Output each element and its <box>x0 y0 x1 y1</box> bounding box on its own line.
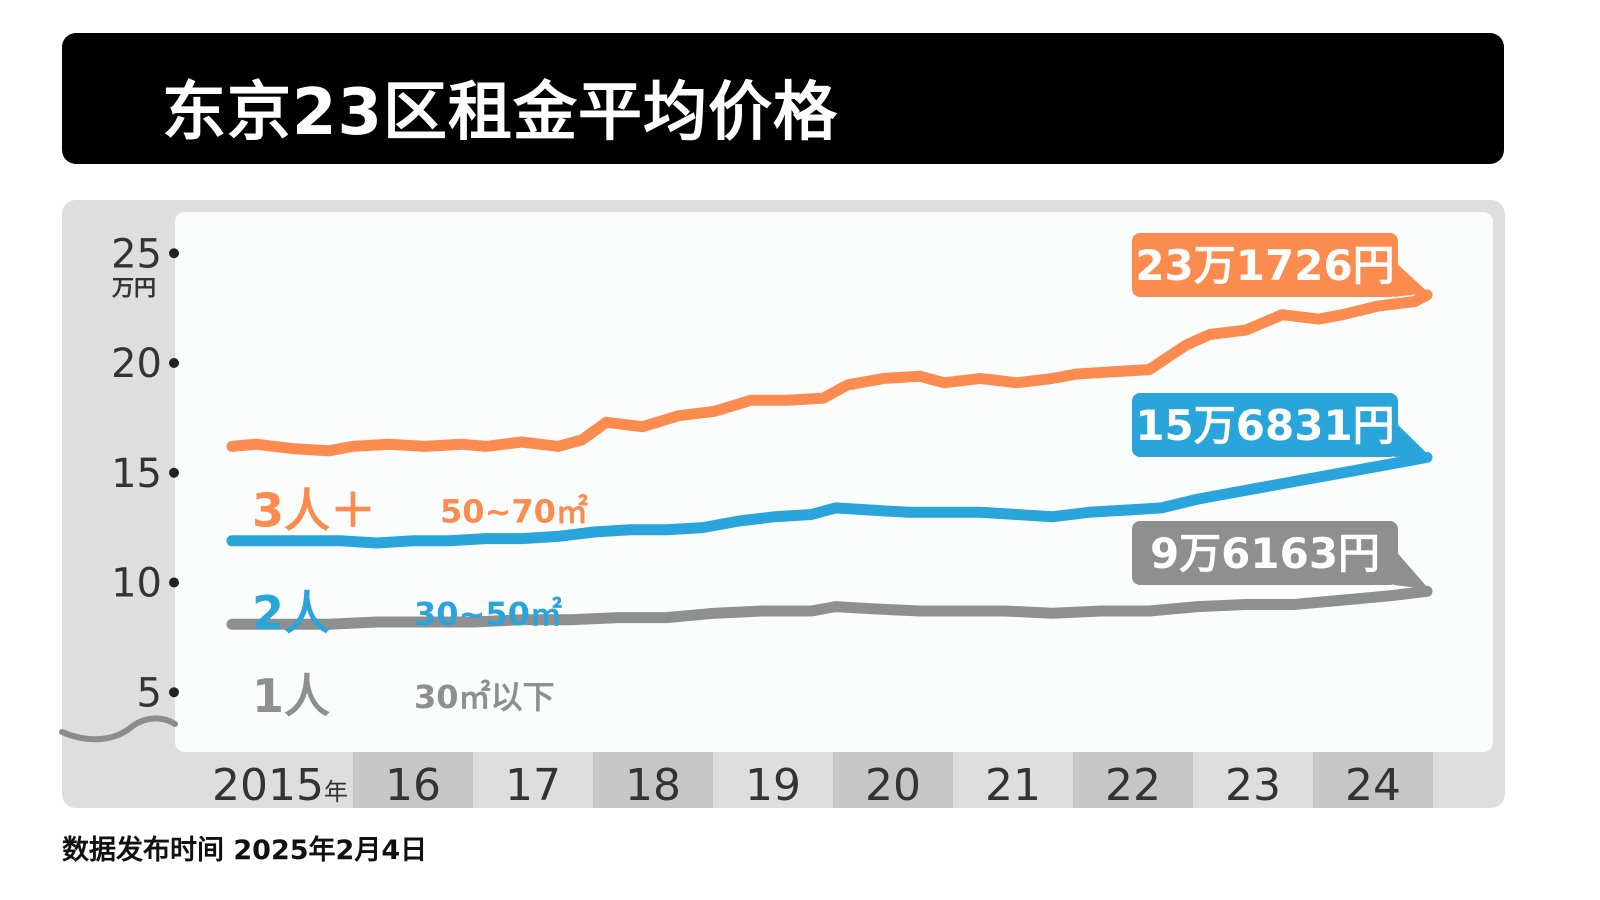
x-tick-label: 20 <box>865 760 921 811</box>
x-axis-bands: 2015年 16 17 18 19 20 21 22 23 24 <box>212 752 1433 811</box>
x-tick-label: 23 <box>1225 760 1281 811</box>
series-lines <box>226 289 1433 630</box>
y-tick-dot <box>169 358 179 368</box>
series-line-0 <box>226 289 1433 457</box>
y-unit-label: 万円 <box>111 276 156 301</box>
x-tick-label: 2015年 <box>212 760 348 811</box>
end-value-callout <box>1132 521 1398 585</box>
axis-break-wave <box>59 715 178 743</box>
series-name-label: 2人 <box>252 586 330 640</box>
callout-pointer <box>1394 421 1429 457</box>
end-value-callout <box>1132 393 1398 457</box>
end-value-label: 15万6831円 <box>1135 401 1394 450</box>
y-tick-dot <box>169 687 179 698</box>
series-labels: 3人＋ 50~70㎡ 23万1726円 2人 30~50㎡ 15万6831円 1人 30㎡以下… <box>252 233 1429 723</box>
x-tick-label: 19 <box>745 760 801 811</box>
x-band-3 <box>593 752 713 808</box>
series-size-label: 30~50㎡ <box>414 595 562 633</box>
x-band-5 <box>833 752 953 808</box>
x-tick-label: 16 <box>385 760 441 811</box>
y-tick-dot <box>169 577 179 588</box>
y-tick-label: 15 <box>111 451 162 497</box>
series-size-label: 30㎡以下 <box>414 678 555 716</box>
x-tick-label: 22 <box>1105 760 1161 811</box>
y-tick-label: 5 <box>137 670 162 716</box>
series-line-2 <box>226 585 1433 630</box>
x-tick-label: 18 <box>625 760 681 811</box>
callout-pointer <box>1394 549 1429 590</box>
x-tick-label: 24 <box>1345 760 1401 811</box>
x-tick-label: 21 <box>985 760 1041 811</box>
series-line-1 <box>226 451 1433 549</box>
end-value-label: 9万6163円 <box>1150 529 1380 578</box>
series-name-label: 1人 <box>252 669 330 723</box>
series-size-label: 50~70㎡ <box>440 492 588 530</box>
x-tick-label: 17 <box>505 760 561 811</box>
y-tick-label: 25 <box>111 231 162 277</box>
y-tick-label: 20 <box>111 341 162 387</box>
series-name-label: 3人＋ <box>252 483 376 537</box>
title-bar: 东京23区租金平均价格 <box>62 33 1504 164</box>
footer-note: 数据发布时间 2025年2月4日 <box>62 835 428 866</box>
y-tick-dot <box>169 248 179 259</box>
x-band-7 <box>1073 752 1193 808</box>
y-axis: 25 20 15 10 5 万円 <box>111 231 179 716</box>
x-band-9 <box>1313 752 1433 808</box>
end-value-label: 23万1726円 <box>1135 241 1394 290</box>
x-band-1 <box>353 752 473 808</box>
y-tick-dot <box>169 467 179 478</box>
callout-pointer <box>1394 261 1429 297</box>
y-tick-label: 10 <box>111 561 162 607</box>
end-value-callout <box>1132 233 1398 297</box>
chart-title: 东京23区租金平均价格 <box>162 76 839 150</box>
